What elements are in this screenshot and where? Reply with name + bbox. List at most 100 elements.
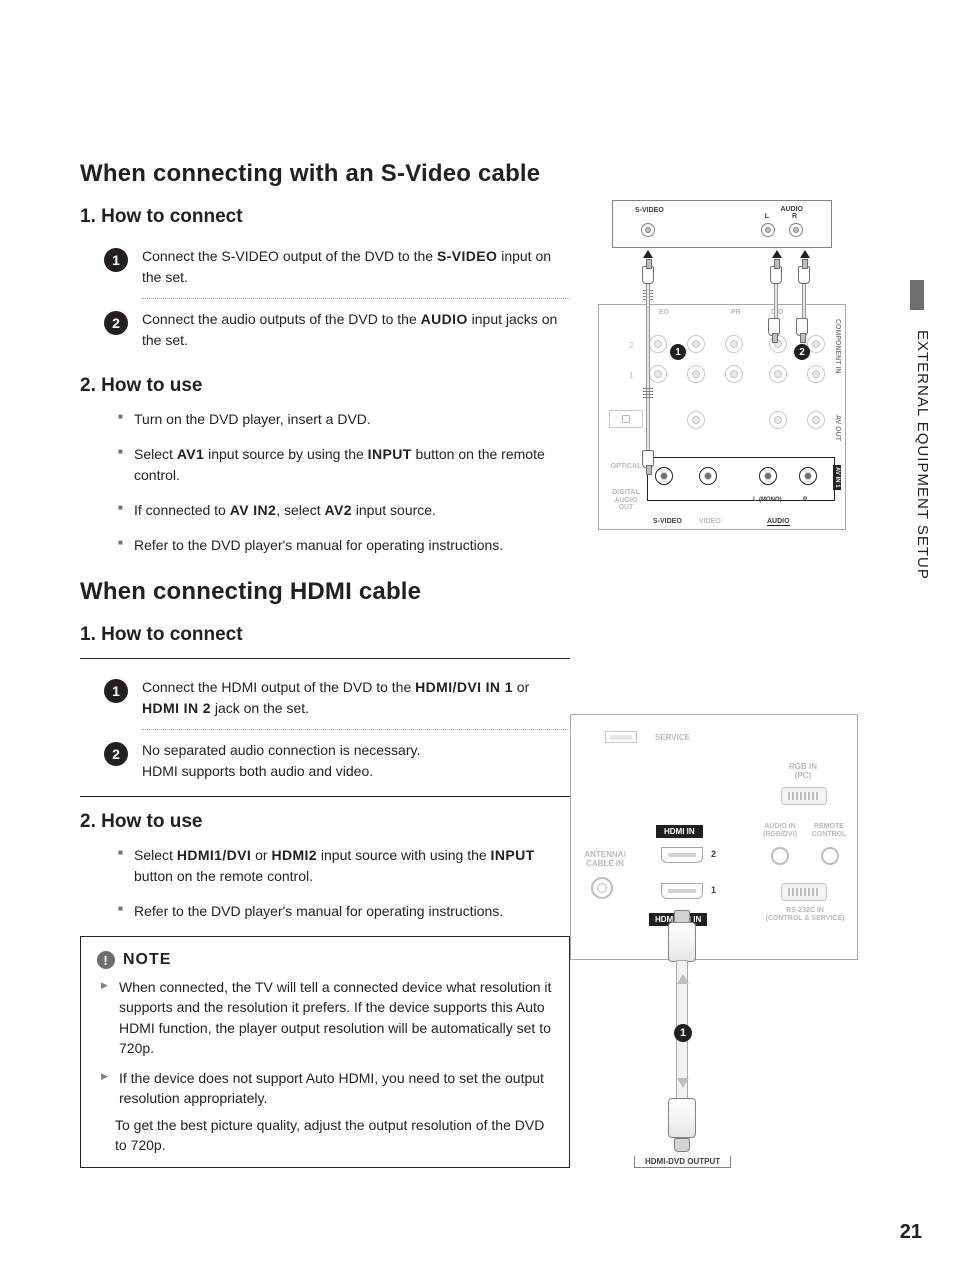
text: No separated audio connection is necessa…	[142, 742, 420, 758]
dvd-output-box: S-VIDEO AUDIO L R	[612, 200, 832, 248]
tv-input-panel: COMPONENT IN AV OUT AV IN 1 EO PR DIO 2 …	[598, 304, 846, 530]
label-service: SERVICE	[655, 733, 690, 742]
port-icon	[687, 335, 705, 353]
hdmi-plug-icon	[668, 922, 696, 962]
note-subtext: To get the best picture quality, adjust …	[97, 1115, 553, 1156]
vga-port-icon	[781, 787, 827, 805]
left-column: When connecting with an S-Video cable 1.…	[80, 160, 570, 1168]
note-item: If the device does not support Auto HDMI…	[101, 1068, 553, 1109]
arrow-down-icon	[677, 1078, 689, 1088]
row-2: 2	[629, 341, 633, 350]
text: Connect the S-VIDEO output of the DVD to…	[142, 248, 437, 264]
svideo-step-2: 2 Connect the audio outputs of the DVD t…	[80, 303, 570, 357]
label-svideo: S-VIDEO	[635, 207, 664, 214]
dotted-separator	[142, 729, 570, 730]
svideo-step2-text: Connect the audio outputs of the DVD to …	[142, 309, 570, 351]
arrow-up-icon	[800, 250, 810, 258]
text: or	[513, 679, 529, 695]
cable-svideo	[646, 284, 650, 464]
label-rs232: RS-232C IN(CONTROL & SERVICE)	[763, 907, 847, 922]
text: input source.	[352, 502, 436, 518]
hdmi-howuse: 2. How to use	[80, 811, 570, 833]
note-title-text: NOTE	[123, 951, 171, 969]
svideo-step1-text: Connect the S-VIDEO output of the DVD to…	[142, 246, 570, 288]
label-l: L	[765, 213, 769, 220]
step-number-icon: 2	[104, 742, 128, 766]
port-icon	[725, 335, 743, 353]
arrow-up-icon	[677, 974, 689, 984]
label-antenna: ANTENNA/CABLE IN	[575, 851, 635, 869]
label-audio-in: AUDIO IN(RGB/DVI)	[757, 823, 803, 838]
port-icon	[687, 411, 705, 429]
service-port-icon	[605, 731, 637, 743]
plug-icon	[642, 450, 654, 468]
text: input source by using the	[204, 446, 367, 462]
step-number-icon: 1	[104, 248, 128, 272]
text: Connect the audio outputs of the DVD to …	[142, 311, 421, 327]
video-in-port-icon	[699, 467, 717, 485]
plug-icon	[768, 318, 780, 336]
remote-jack-icon	[821, 847, 839, 865]
list-item: Select HDMI1/DVI or HDMI2 input source w…	[118, 845, 570, 887]
label-2: 2	[711, 849, 716, 859]
step-number-icon: 1	[104, 679, 128, 703]
text: Select	[134, 847, 177, 863]
port-icon	[649, 335, 667, 353]
hdmi-connection-diagram: SERVICE ANTENNA/CABLE IN HDMI IN 2 1 HDM…	[570, 714, 860, 1174]
bold-term: INPUT	[368, 446, 412, 462]
page-number: 21	[900, 1221, 922, 1244]
port-icon	[807, 365, 825, 383]
callout-1: 1	[674, 1024, 692, 1042]
bold-term: HDMI/DVI IN 1	[415, 679, 513, 695]
plug-icon	[770, 266, 782, 284]
dotted-separator	[142, 298, 570, 299]
manual-page: EXTERNAL EQUIPMENT SETUP 21 When connect…	[0, 0, 954, 1272]
audio-l-port-icon	[761, 223, 775, 237]
svideo-step-1: 1 Connect the S-VIDEO output of the DVD …	[80, 240, 570, 294]
arrow-up-icon	[772, 250, 782, 258]
note-box: ! NOTE When connected, the TV will tell …	[80, 936, 570, 1168]
svideo-use-list: Turn on the DVD player, insert a DVD. Se…	[80, 409, 570, 556]
callout-1: 1	[670, 344, 686, 360]
cable-stripe-icon	[643, 388, 653, 400]
hdmi-title: When connecting HDMI cable	[80, 578, 570, 606]
list-item: Turn on the DVD player, insert a DVD.	[118, 409, 570, 430]
bold-term: AUDIO	[421, 311, 468, 327]
port-icon	[769, 411, 787, 429]
side-tab	[910, 280, 924, 310]
bold-term: HDMI IN 2	[142, 700, 211, 716]
bold-term: AV2	[324, 502, 351, 518]
svideo-connection-diagram: S-VIDEO AUDIO L R COMPONENT IN AV OUT AV…	[576, 200, 856, 530]
hdmi-step1-text: Connect the HDMI output of the DVD to th…	[142, 677, 570, 719]
list-item: Refer to the DVD player's manual for ope…	[118, 901, 570, 922]
bold-term: HDMI2	[271, 847, 317, 863]
plug-icon	[642, 266, 654, 284]
label-1: 1	[711, 885, 716, 895]
label-audio: AUDIO	[780, 206, 803, 213]
hdmi-step2-text: No separated audio connection is necessa…	[142, 740, 570, 782]
svideo-howconnect: 1. How to connect	[80, 206, 570, 228]
label-audio-bottom: AUDIO	[767, 518, 790, 525]
text: Connect the HDMI output of the DVD to th…	[142, 679, 415, 695]
solid-separator	[80, 796, 570, 797]
text: jack on the set.	[211, 700, 309, 716]
text: , select	[276, 502, 324, 518]
hdmi-slot-1-icon	[661, 883, 703, 899]
port-icon	[687, 365, 705, 383]
text: button on the remote control.	[134, 868, 313, 884]
arrow-up-icon	[643, 250, 653, 258]
plug-icon	[798, 266, 810, 284]
solid-separator	[80, 658, 570, 659]
svideo-in-port-icon	[655, 467, 673, 485]
plug-icon	[796, 318, 808, 336]
hdmi-plug-icon	[668, 1098, 696, 1138]
text: input source with using the	[317, 847, 491, 863]
optical-port-icon	[609, 410, 643, 428]
rs232-port-icon	[781, 883, 827, 901]
label-svideo-bottom: S-VIDEO	[653, 518, 682, 525]
label-r: R	[792, 213, 797, 220]
label-r-bottom: R	[803, 497, 807, 503]
step-number-icon: 2	[104, 311, 128, 335]
alert-icon: !	[97, 951, 115, 969]
label-remote-control: REMOTECONTROL	[807, 823, 851, 838]
